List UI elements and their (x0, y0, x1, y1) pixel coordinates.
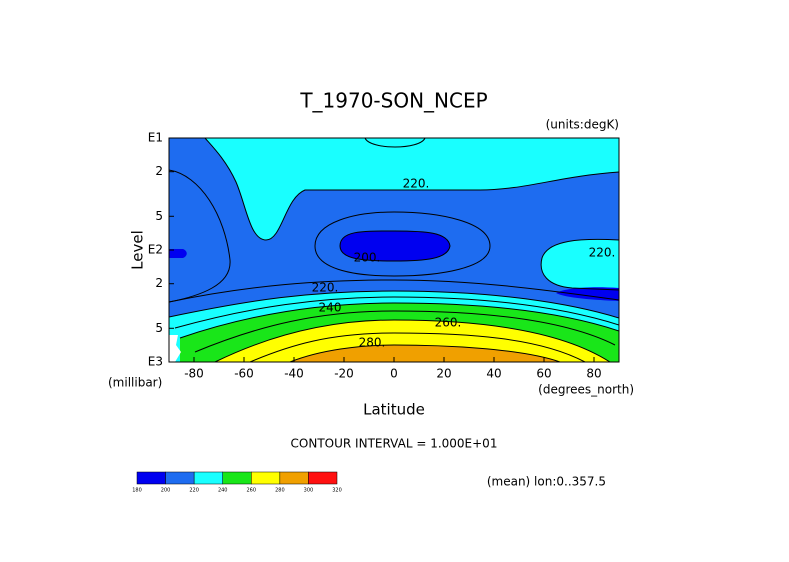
colorbar-label: 280 (275, 488, 285, 494)
contour-line (169, 169, 231, 303)
contour-interval: CONTOUR INTERVAL = 1.000E+01 (291, 437, 498, 451)
x-tick-label: 80 (586, 367, 601, 381)
contour-label: 220. (589, 246, 616, 260)
no-data (169, 335, 181, 362)
x-tick-label: -60 (234, 367, 254, 381)
colorbar-label: 220 (189, 488, 199, 494)
contour-line (179, 302, 619, 339)
contour-line (169, 290, 619, 319)
colorbar-label: 300 (304, 488, 314, 494)
y-tick-label: E1 (148, 131, 163, 145)
contour-fills (169, 138, 619, 362)
colorbar: 180 200 220 240 260 280 300 320 (132, 471, 342, 494)
contour-label: 280. (359, 336, 386, 350)
contour-label: 260. (435, 316, 462, 330)
y-tick-label: 5 (155, 321, 163, 335)
contour-line (540, 238, 619, 291)
contour-line (169, 279, 619, 303)
y-tick-label: E3 (148, 355, 163, 369)
y-tick-label: E2 (148, 243, 163, 257)
x-tick-label: -20 (334, 367, 354, 381)
contour-line (214, 319, 611, 362)
colorbar-label: 260 (247, 488, 257, 494)
colorbar-swatch (193, 471, 223, 485)
x-tick-label: 0 (390, 367, 398, 381)
fill-region (541, 239, 619, 290)
fill-region (290, 345, 560, 362)
contour-line (249, 332, 586, 362)
fill-region (340, 230, 450, 261)
colorbar-swatch (251, 471, 281, 485)
fill-region (169, 249, 187, 258)
x-tick-label: 60 (536, 367, 551, 381)
fill-region (205, 138, 619, 240)
colorbar-label: 200 (161, 488, 171, 494)
contour-lines (169, 138, 619, 362)
y-tick-label: 2 (155, 164, 163, 178)
y-axis-label: Level (129, 230, 147, 270)
units: (units:degK) (546, 118, 619, 132)
contour-line (339, 230, 451, 262)
x-tick-label: 20 (436, 367, 451, 381)
x-tick-label: -40 (284, 367, 304, 381)
contour-label: 240 (319, 301, 342, 315)
colorbar-swatch (222, 471, 252, 485)
y-tick-label: 5 (155, 209, 163, 223)
colorbar-swatch (136, 471, 166, 485)
colorbar-swatch (165, 471, 195, 485)
contour-label: 220. (403, 177, 430, 191)
contour-line (314, 211, 491, 277)
x-axis-label: Latitude (363, 401, 425, 419)
x-tick-label: -80 (184, 367, 204, 381)
colorbar-label: 180 (132, 488, 142, 494)
colorbar-label: 320 (332, 488, 342, 494)
contour-label: 200. (354, 251, 381, 265)
y-units: (millibar) (108, 376, 162, 390)
contour-line (204, 138, 619, 241)
contour-line (194, 310, 616, 353)
colorbar-label: 240 (218, 488, 228, 494)
colorbar-swatch (308, 471, 338, 485)
contour-label: 220. (312, 281, 339, 295)
contour-line (174, 296, 619, 329)
colorbar-swatch (279, 471, 309, 485)
chart-title: T_1970-SON_NCEP (299, 89, 487, 113)
x-units: (degrees_north) (538, 383, 634, 397)
contour-line (289, 344, 561, 362)
x-tick-label: 40 (486, 367, 501, 381)
footnote: (mean) lon:0..357.5 (487, 475, 606, 489)
y-tick-label: 2 (155, 276, 163, 290)
contour-line (364, 138, 426, 148)
